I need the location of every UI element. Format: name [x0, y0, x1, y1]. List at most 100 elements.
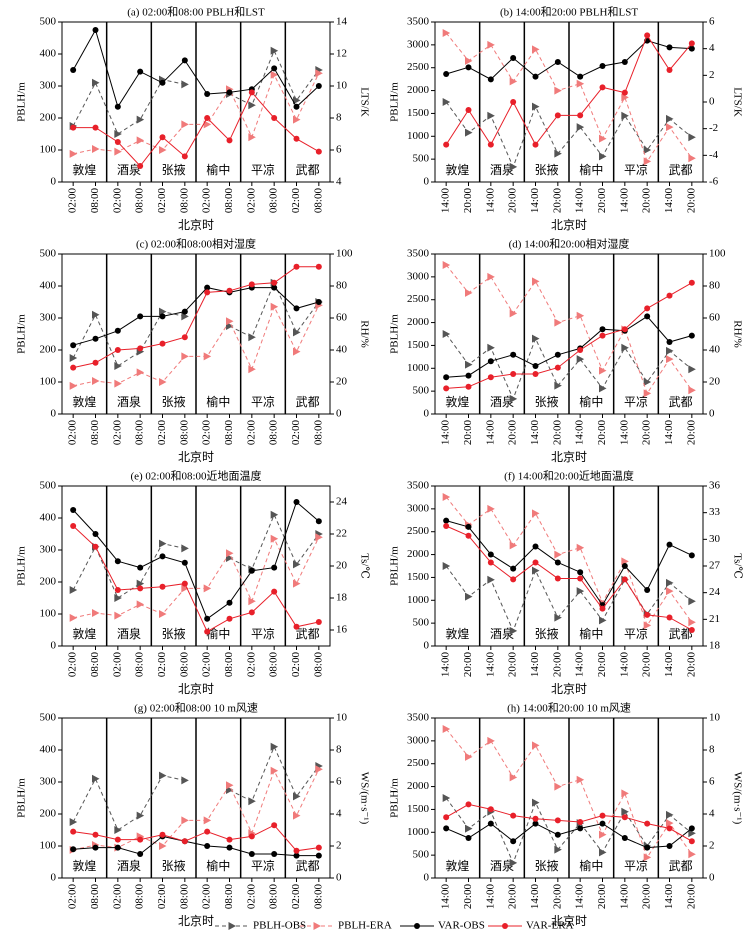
data-point	[137, 836, 144, 843]
data-point	[643, 621, 652, 630]
data-point	[159, 831, 166, 838]
x-tick-label: 02:00	[290, 652, 302, 678]
data-point	[137, 345, 144, 352]
data-point	[688, 332, 695, 339]
data-point	[487, 806, 494, 813]
y-tick-label: 0	[424, 640, 430, 652]
x-tick-label: 08:00	[89, 884, 101, 910]
plot-frame	[434, 253, 704, 415]
data-point	[92, 145, 100, 154]
data-point	[666, 292, 673, 299]
data-point	[181, 816, 189, 825]
series-line	[72, 28, 320, 109]
y-tick-label: 500	[40, 480, 57, 492]
y-tick-label: 2500	[407, 61, 430, 73]
x-tick-label: 14:00	[574, 420, 586, 446]
x-tick-label: 20:00	[685, 884, 697, 910]
data-point	[92, 335, 99, 342]
data-point	[443, 71, 450, 77]
station-label: 武都	[296, 627, 320, 641]
data-point	[465, 532, 472, 539]
data-point	[509, 77, 518, 86]
y-tick-label: 3500	[407, 480, 430, 492]
x-tick-label: 08:00	[268, 884, 280, 910]
data-point	[159, 842, 167, 850]
data-point	[644, 844, 651, 851]
data-point	[315, 844, 322, 851]
x-tick-label: 20:00	[507, 420, 519, 446]
x-tick-label: 08:00	[178, 652, 190, 678]
data-point	[114, 611, 122, 620]
data-point	[293, 623, 300, 630]
station-label: 张掖	[162, 859, 186, 873]
data-point	[487, 736, 495, 745]
data-point	[92, 531, 99, 537]
x-tick-label: 08:00	[134, 188, 146, 214]
x-tick-label: 02:00	[201, 884, 213, 910]
y-tick-label: 500	[413, 153, 430, 165]
data-point	[114, 836, 121, 843]
chart-title: (g) 02:00和08:00 10 m风速	[134, 702, 258, 715]
station-label: 武都	[669, 859, 693, 873]
data-point	[69, 818, 78, 826]
data-point	[643, 378, 652, 386]
series-line	[445, 101, 693, 169]
data-point	[532, 102, 540, 111]
y-tick-label: 1000	[407, 130, 430, 142]
data-point	[181, 838, 188, 845]
data-point	[114, 844, 121, 851]
data-point	[270, 46, 279, 55]
station-label: 敦煌	[445, 394, 469, 409]
data-point	[509, 858, 518, 867]
data-point	[688, 45, 695, 52]
y-tick-label: 3000	[407, 38, 430, 50]
y-tick-label: 200	[40, 112, 57, 124]
station-label: 平凉	[624, 394, 648, 409]
data-point	[599, 830, 607, 839]
data-point	[532, 277, 540, 286]
station-label: 平凉	[251, 626, 275, 641]
x-tick-label: 20:00	[507, 188, 519, 214]
y2-tick-label: 4	[709, 808, 715, 820]
y-tick-label: 1000	[407, 362, 430, 374]
station-label: 敦煌	[445, 858, 469, 873]
station-label: 酒泉	[117, 163, 141, 177]
station-label: 武都	[296, 395, 320, 409]
data-point	[159, 340, 166, 347]
chart-title: (h) 14:00和20:00 10 m风速	[507, 702, 631, 715]
y2-tick-label: 8	[336, 744, 342, 756]
x-tick-label: 14:00	[663, 420, 675, 446]
x-tick-label: 14:00	[440, 884, 452, 910]
x-tick-label: 08:00	[268, 420, 280, 446]
data-point	[465, 128, 473, 137]
x-tick-label: 14:00	[440, 652, 452, 678]
data-point	[666, 587, 674, 596]
x-tick-label: 20:00	[685, 188, 697, 214]
station-label: 平凉	[251, 858, 275, 873]
series-line	[445, 565, 693, 633]
y2-tick-label: 6	[336, 776, 342, 788]
y2-tick-label: 10	[336, 712, 348, 724]
y2-tick-label: 10	[709, 712, 721, 724]
data-point	[92, 543, 99, 550]
x-tick-label: 14:00	[663, 652, 675, 678]
data-point	[204, 828, 211, 835]
data-point	[293, 135, 300, 142]
y2-tick-label: 20	[336, 376, 348, 388]
station-label: 敦煌	[72, 394, 96, 409]
chart-title: (e) 02:00和08:00近地面温度	[130, 469, 261, 483]
x-tick-label: 02:00	[290, 884, 302, 910]
y-tick-label: 2000	[407, 548, 430, 560]
data-point	[114, 558, 121, 565]
y2-tick-label: 24	[709, 586, 721, 598]
data-point	[70, 124, 77, 131]
y2-tick-label: 8	[336, 112, 342, 124]
data-point	[443, 523, 450, 529]
data-point	[599, 848, 607, 857]
data-point	[599, 366, 607, 375]
data-point	[69, 381, 78, 390]
legend-label: PBLH-ERA	[338, 920, 392, 932]
data-point	[248, 89, 255, 96]
data-point	[114, 594, 122, 602]
station-label: 平凉	[251, 162, 275, 177]
